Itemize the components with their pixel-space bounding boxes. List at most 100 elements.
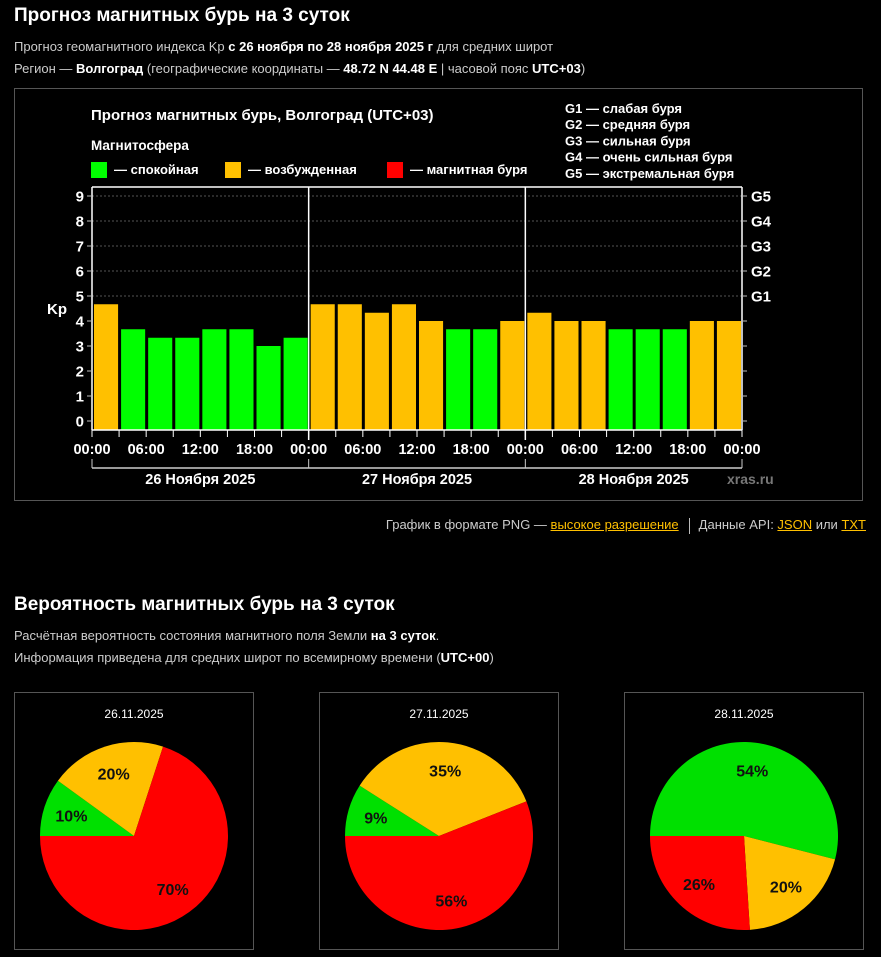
kp-bar [473,329,498,430]
pie-slice-label: 10% [55,809,87,826]
g-scale-legend-item: G2 — средняя буря [565,117,690,132]
note-text: Информация приведена для средних широт п… [14,650,441,665]
pie-slice-label: 20% [770,880,802,897]
tz-label: | часовой пояс [437,61,533,76]
x-tick-label: 12:00 [615,442,652,458]
y-tick-label: 4 [76,314,85,331]
x-tick-label: 06:00 [344,442,381,458]
x-tick-label: 00:00 [290,442,327,458]
y-tick-label: 9 [76,189,84,206]
y-axis-label: Kp [47,301,67,318]
forecast-description: Прогноз геомагнитного индекса Kp с 26 но… [14,39,553,54]
kp-bar [635,329,660,430]
g-scale-legend-item: G5 — экстремальная буря [565,166,734,181]
legend-label: — возбужденная [248,162,357,177]
kp-bar [391,304,416,430]
x-tick-label: 00:00 [723,442,760,458]
pie-slice-quiet [345,785,439,836]
y-tick-label: 8 [76,214,84,231]
export-links: График в формате PNG — высокое разрешени… [386,517,866,534]
x-tick-label: 18:00 [453,442,490,458]
g-tick-label: G4 [751,214,772,231]
png-high-res-link[interactable]: высокое разрешение [550,517,679,532]
kp-bar [364,312,389,430]
legend-label: — спокойная [114,162,199,177]
kp-bar [446,329,471,430]
pie-slice-label: 35% [429,763,461,780]
pie-chart: 54% 20% 26% [650,741,838,930]
kp-bar [581,321,606,430]
kp-bar [608,329,633,430]
y-tick-label: 6 [76,264,84,281]
kp-bar [500,321,525,430]
page-title: Прогноз магнитных бурь на 3 суток [14,5,350,26]
desc-text-end: для средних широт [433,39,554,54]
kp-bar [662,329,687,430]
y-tick-label: 2 [76,364,84,381]
legend-label: — магнитная буря [410,162,527,177]
pie-chart: 10% 20% 70% [40,742,228,930]
pie-slice-excited [744,836,836,930]
note-timezone: UTC+00 [440,650,490,665]
prob-text-end: . [435,628,440,643]
legend-swatch [387,162,403,178]
pie-slice-label: 26% [683,877,715,894]
kp-bar [202,329,227,430]
y-tick-label: 5 [76,289,84,306]
region-timezone: UTC+03 [532,61,581,76]
txt-link[interactable]: TXT [841,517,866,532]
date-range: с 26 ноября по 28 ноября 2025 г [228,39,434,54]
pie-slice-excited [57,742,164,836]
region-info: Регион — Волгоград (географические коорд… [14,61,585,76]
watermark: xras.ru [727,471,774,487]
chart-title: Прогноз магнитных бурь, Волгоград (UTC+0… [91,107,434,124]
region-city: Волгоград [75,61,144,76]
g-scale-legend-item: G4 — очень сильная буря [565,150,732,165]
probability-note: Информация приведена для средних широт п… [14,650,494,665]
kp-bar [527,312,552,430]
g-tick-label: G2 [751,264,771,281]
kp-bar [148,337,173,430]
x-tick-label: 00:00 [507,442,544,458]
pie-chart: 9% 35% 56% [345,742,533,931]
x-tick-label: 18:00 [236,442,273,458]
day-label: 26 Ноября 2025 [145,472,255,488]
kp-bar [94,304,119,430]
pie-slice-storm [40,746,228,930]
pie-slice-quiet [650,741,838,860]
pie-card-day3: 28.11.2025 54% 20% 26% [624,692,864,950]
probability-description: Расчётная вероятность состояния магнитно… [14,628,439,643]
pie-slice-excited [359,742,527,836]
kp-bar [310,304,335,430]
kp-bar [283,337,308,430]
kp-bar [716,321,741,430]
pie-date: 28.11.2025 [714,707,774,721]
region-coords: 48.72 N 44.48 E [343,61,438,76]
g-tick-label: G5 [751,189,771,206]
x-tick-label: 06:00 [128,442,165,458]
kp-bar [256,346,281,430]
y-tick-label: 3 [76,339,84,356]
png-text: График в формате PNG — [385,517,551,532]
legend-title: Магнитосфера [91,138,189,153]
y-tick-label: 7 [76,239,84,256]
kp-chart-frame: Прогноз магнитных бурь, Волгоград (UTC+0… [14,88,863,501]
x-tick-label: 12:00 [398,442,435,458]
kp-chart: Прогноз магнитных бурь, Волгоград (UTC+0… [47,101,774,488]
api-text: Данные API: [698,517,778,532]
pie-slice-label: 54% [736,764,768,781]
kp-bar [689,321,714,430]
desc-text: Прогноз геомагнитного индекса Kp [14,39,229,54]
json-link[interactable]: JSON [777,517,813,532]
note-text-end: ) [489,650,494,665]
kp-bar [419,321,444,430]
pie-card-day1: 26.11.2025 10% 20% 70% [14,692,254,950]
pie-card-day2: 27.11.2025 9% 35% 56% [319,692,559,950]
kp-bar [554,321,579,430]
pie-slice-storm [345,801,533,931]
region-label: Регион — [14,61,76,76]
x-tick-label: 18:00 [669,442,706,458]
pie-date: 26.11.2025 [104,707,164,721]
x-tick-label: 12:00 [182,442,219,458]
g-scale-legend-item: G1 — слабая буря [565,101,682,116]
